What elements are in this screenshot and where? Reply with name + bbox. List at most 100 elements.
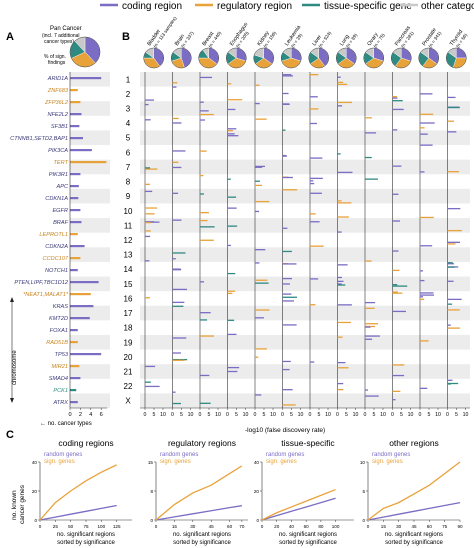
panel-b-mark: [227, 128, 237, 130]
panel-b-mark: [145, 207, 158, 209]
panel-a-bar: [70, 317, 90, 320]
panel-b-mark: [365, 338, 373, 340]
panel-b-mark: [447, 120, 455, 122]
panel-b-mark: [337, 276, 342, 279]
panel-b-tick-label: 10: [380, 412, 386, 418]
panel-a-bar: [70, 137, 83, 140]
panel-a-band: [70, 72, 110, 87]
panel-c-xtick-label: 30: [396, 524, 402, 529]
panel-b-mark: [310, 74, 319, 76]
panel-a-bar: [70, 173, 81, 176]
panel-b-mark: [145, 99, 154, 101]
panel-a-bar: [70, 89, 78, 92]
panel-a-bar: [70, 341, 78, 344]
panel-b-mark: [200, 113, 214, 116]
panel-a-bar: [70, 389, 77, 392]
panel-b-mark: [337, 264, 348, 266]
panel-c-series-random: [261, 497, 336, 521]
panel-b-mark: [447, 229, 462, 232]
panel-b-mark: [172, 117, 179, 120]
panel-c-legend-random: random genes: [372, 452, 410, 458]
panel-b-mark: [310, 221, 320, 223]
panel-c-xtick-label: 0: [39, 524, 42, 529]
cancer-pie-0-outline: [143, 47, 164, 69]
panel-a-gene-label: *NEAT1,MALAT1*: [23, 292, 69, 298]
panel-b-tick-label: 0: [391, 412, 394, 418]
panel-b-band: [140, 72, 470, 87]
panel-b-tick-label: 5: [428, 412, 431, 418]
panel-c-xtick-label: 20: [274, 524, 280, 529]
panel-b-mark: [145, 260, 150, 262]
panel-c-series-sign: [261, 488, 336, 521]
panel-b-mark: [282, 92, 289, 95]
panel-b-mark: [200, 212, 209, 214]
cancer-pie-1-outline: [171, 47, 192, 69]
panel-c-xlabel-1: no. significant regions: [279, 532, 337, 538]
panel-a-gene-label: SF3B1: [51, 124, 68, 130]
panel-a-bar: [70, 209, 81, 212]
cancer-pie: [336, 47, 357, 69]
panel-b-mark: [200, 174, 204, 177]
panel-c-ylabel-2: cancer genes: [19, 484, 26, 524]
panel-b-mark: [447, 303, 453, 305]
panel-b-mark: [392, 250, 399, 252]
panel-a-bar: [70, 221, 82, 224]
panel-c-xtick-label: 45: [209, 524, 215, 529]
panel-b-tick-label: 5: [345, 412, 348, 418]
panel-b-mark: [447, 243, 456, 245]
panel-a-gene-label: KRAS: [53, 304, 69, 310]
panel-b-tick-label: 10: [160, 412, 166, 418]
panel-b-mark: [447, 298, 462, 301]
panel-b-mark: [172, 166, 182, 169]
panel-b-mark: [282, 227, 288, 229]
panel-a-band: [70, 101, 110, 116]
panel-b-mark: [392, 165, 402, 167]
panel-b-mark: [200, 76, 213, 79]
panel-b-mark: [310, 192, 322, 194]
panel-b-mark: [365, 156, 372, 159]
panel-b-axis-label: -log10 (false discovery rate): [245, 427, 325, 434]
panel-b-mark: [255, 210, 260, 213]
panel-a-gene-label: CTNNB1,SETD2,BAP1: [10, 136, 68, 142]
panel-b-mark: [337, 382, 344, 385]
panel-b-mark: [392, 292, 403, 294]
panel-b-mark: [255, 84, 260, 86]
panel-c-ytick-label: 20: [254, 489, 260, 494]
panel-a-bar: [70, 293, 91, 296]
panel-a-gene-label: CDKN2A: [45, 244, 68, 250]
panel-c-legend-sign: sign. genes: [44, 459, 75, 465]
panel-c-xlabel-2: sorted by significance: [173, 540, 231, 546]
panel-c-xtick-label: 0: [367, 524, 370, 529]
panel-b-mark: [337, 361, 346, 364]
panel-a-gene-label: APC: [55, 184, 68, 190]
panel-b-mark: [200, 374, 210, 377]
panel-a-band: [70, 276, 110, 292]
panel-b-mark: [337, 283, 342, 285]
panel-a-bar: [70, 185, 79, 188]
panel-b-mark: [255, 102, 260, 105]
panel-b-mark: [282, 250, 292, 253]
panel-b-mark: [337, 280, 344, 283]
panel-a-bar: [70, 197, 79, 200]
panel-b-mark: [392, 269, 400, 272]
panel-b-mark: [282, 296, 298, 298]
panel-b-mark: [420, 216, 434, 219]
chromosome-label: 17: [124, 309, 133, 318]
panel-b-mark: [145, 183, 150, 185]
panel-a-tick-label: 4: [89, 412, 92, 418]
panel-b-mark: [392, 108, 404, 111]
panel-b-mark: [282, 129, 286, 131]
panel-b-mark: [227, 108, 236, 111]
panel-b-mark: [145, 190, 153, 193]
panel-c-xtick-label: 25: [53, 524, 59, 529]
panel-b-mark: [282, 263, 297, 265]
panel-b-mark: [145, 213, 155, 215]
panel-c-xtick-label: 15: [381, 524, 387, 529]
chromosome-label: 3: [126, 105, 131, 114]
panel-b-mark: [392, 129, 398, 131]
panel-b-mark: [172, 269, 182, 271]
panel-b-mark: [282, 360, 291, 363]
